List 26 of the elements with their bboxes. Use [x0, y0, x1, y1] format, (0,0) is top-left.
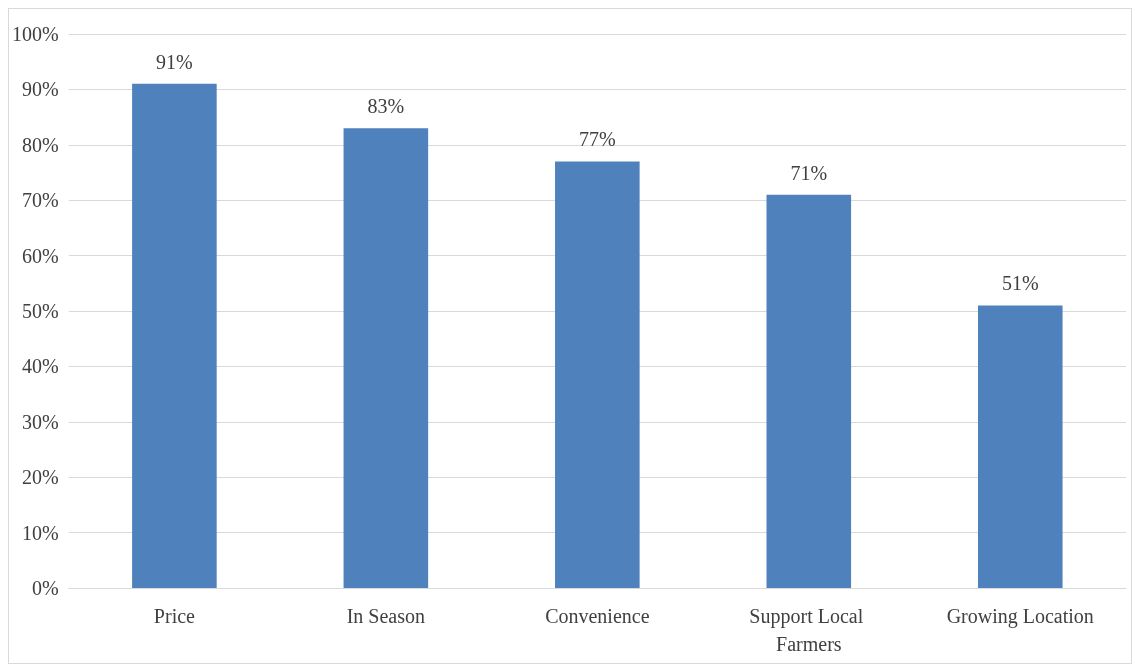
y-tick-label: 90%: [21, 78, 59, 101]
bar: [343, 128, 429, 588]
x-tick-label: Support Local Farmers: [749, 605, 869, 655]
x-tick-label: Growing Location: [946, 605, 1094, 628]
x-tick-label: Price: [153, 605, 196, 627]
y-tick-label: 0%: [31, 577, 59, 599]
y-tick-label: 80%: [21, 133, 59, 156]
bar: [555, 161, 640, 588]
x-tick-label: Convenience: [545, 605, 650, 627]
data-label: 71%: [790, 161, 828, 184]
y-tick-label: 10%: [21, 521, 59, 544]
bar: [766, 194, 852, 588]
y-tick-label: 40%: [21, 355, 59, 378]
y-tick-label: 20%: [21, 466, 59, 489]
y-tick-label: 30%: [21, 410, 59, 433]
y-tick-label: 70%: [21, 189, 59, 212]
y-tick-label: 100%: [11, 23, 59, 45]
y-tick-label: 60%: [21, 244, 59, 267]
data-label: 51%: [1001, 272, 1039, 295]
data-label: 77%: [578, 128, 616, 151]
bar: [132, 83, 217, 588]
x-tick-label: In Season: [346, 605, 426, 627]
bar: [977, 305, 1063, 588]
data-label: 83%: [367, 95, 405, 118]
y-tick-label: 50%: [21, 300, 59, 322]
data-label: 91%: [156, 50, 193, 73]
